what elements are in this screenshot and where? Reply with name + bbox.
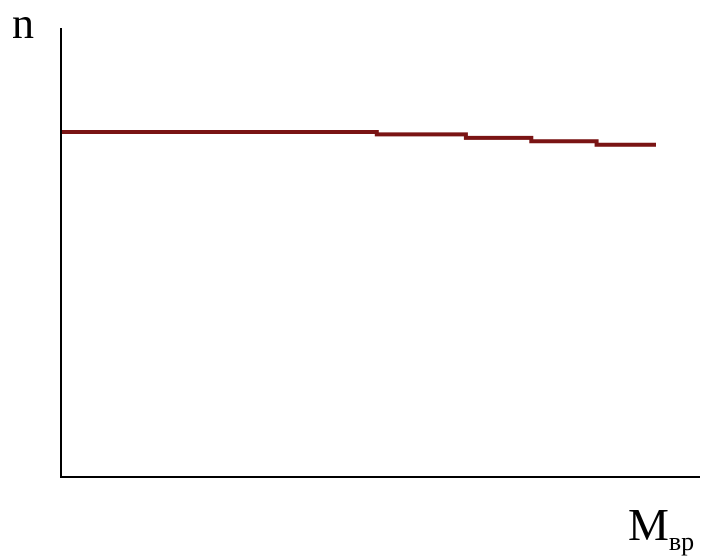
series-layer bbox=[62, 130, 656, 147]
x-axis-label: Mвр bbox=[628, 499, 694, 556]
x-axis-label-subscript: вр bbox=[669, 527, 694, 556]
y-axis-label: n bbox=[12, 0, 34, 48]
series-line-0 bbox=[62, 130, 656, 147]
x-axis-label-main: M bbox=[628, 499, 669, 550]
